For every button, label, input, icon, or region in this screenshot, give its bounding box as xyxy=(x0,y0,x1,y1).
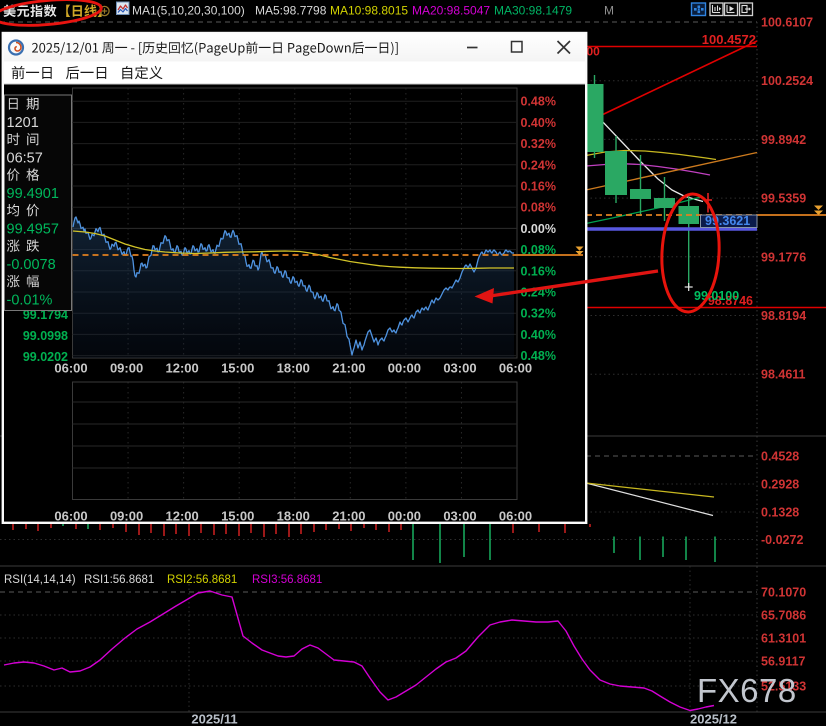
svg-text:15:00: 15:00 xyxy=(221,361,254,376)
svg-text:99.1776: 99.1776 xyxy=(761,250,806,264)
svg-text:99.1794: 99.1794 xyxy=(23,308,68,322)
svg-text:RSI(14,14,14): RSI(14,14,14) xyxy=(4,574,76,586)
svg-text:21:00: 21:00 xyxy=(332,509,365,524)
svg-text:12:00: 12:00 xyxy=(166,361,199,376)
svg-text:0.48%: 0.48% xyxy=(521,349,556,363)
svg-text:100.2524: 100.2524 xyxy=(761,74,813,88)
svg-text:2025/11: 2025/11 xyxy=(191,712,237,726)
svg-text:MA1(5,10,20,30,100): MA1(5,10,20,30,100) xyxy=(132,4,245,18)
svg-text:18:00: 18:00 xyxy=(277,361,310,376)
svg-text:0.08%: 0.08% xyxy=(521,201,556,215)
svg-text:-0.01%: -0.01% xyxy=(7,292,53,308)
svg-text:99.3621: 99.3621 xyxy=(705,214,750,228)
svg-text:0.32%: 0.32% xyxy=(521,307,556,321)
svg-text:0.16%: 0.16% xyxy=(521,180,556,194)
svg-text:RSI1:56.8681: RSI1:56.8681 xyxy=(84,574,154,586)
svg-text:12:00: 12:00 xyxy=(166,509,199,524)
svg-text:0.40%: 0.40% xyxy=(521,328,556,342)
svg-text:06:00: 06:00 xyxy=(54,509,87,524)
svg-text:61.3101: 61.3101 xyxy=(761,632,806,646)
svg-text:18:00: 18:00 xyxy=(277,509,310,524)
svg-text:0.1328: 0.1328 xyxy=(761,506,799,520)
svg-text:98.4611: 98.4611 xyxy=(761,368,806,382)
svg-text:M: M xyxy=(604,4,614,18)
svg-text:03:00: 03:00 xyxy=(443,509,476,524)
svg-text:09:00: 09:00 xyxy=(110,361,143,376)
svg-text:70.1070: 70.1070 xyxy=(761,586,806,600)
svg-text:100.4572: 100.4572 xyxy=(702,32,756,47)
svg-text:0.16%: 0.16% xyxy=(521,264,556,278)
svg-text:98.8746: 98.8746 xyxy=(708,294,753,308)
svg-text:99.4957: 99.4957 xyxy=(7,221,59,237)
svg-text:99.4901: 99.4901 xyxy=(7,186,59,202)
svg-text:56.9117: 56.9117 xyxy=(761,655,806,669)
svg-text:52.5133: 52.5133 xyxy=(761,680,806,694)
svg-text:RSI2:56.8681: RSI2:56.8681 xyxy=(167,574,237,586)
svg-text:0.08%: 0.08% xyxy=(521,243,556,257)
svg-text:98.8194: 98.8194 xyxy=(761,309,806,323)
svg-text:-0.0272: -0.0272 xyxy=(761,533,803,547)
svg-text:-0.0078: -0.0078 xyxy=(7,257,56,273)
svg-text:0.2928: 0.2928 xyxy=(761,478,799,492)
svg-text:0.00%: 0.00% xyxy=(521,222,556,236)
svg-text:0.48%: 0.48% xyxy=(521,95,556,109)
svg-text:MA30:98.1479: MA30:98.1479 xyxy=(494,4,572,18)
svg-text:MA10:98.8015: MA10:98.8015 xyxy=(330,4,408,18)
svg-text:15:00: 15:00 xyxy=(221,509,254,524)
svg-text:0.32%: 0.32% xyxy=(521,137,556,151)
svg-text:06:00: 06:00 xyxy=(499,361,532,376)
svg-text:99.8942: 99.8942 xyxy=(761,133,806,147)
svg-text:06:57: 06:57 xyxy=(7,150,43,166)
svg-text:06:00: 06:00 xyxy=(54,361,87,376)
svg-text:99.0202: 99.0202 xyxy=(23,350,68,364)
svg-text:0.4528: 0.4528 xyxy=(761,450,799,464)
svg-text:00:00: 00:00 xyxy=(388,509,421,524)
svg-text:2025/12: 2025/12 xyxy=(690,712,737,726)
svg-text:06:00: 06:00 xyxy=(499,509,532,524)
svg-text:0.40%: 0.40% xyxy=(521,116,556,130)
svg-text:03:00: 03:00 xyxy=(443,361,476,376)
svg-text:99.0998: 99.0998 xyxy=(23,329,68,343)
svg-text:99.5359: 99.5359 xyxy=(761,192,806,206)
svg-text:99.0100: 99.0100 xyxy=(694,289,739,303)
svg-text:FX678: FX678 xyxy=(697,672,797,709)
svg-text:MA5:98.7798: MA5:98.7798 xyxy=(255,4,327,18)
svg-text:09:00: 09:00 xyxy=(110,509,143,524)
svg-text:65.7086: 65.7086 xyxy=(761,609,806,623)
svg-text:1201: 1201 xyxy=(7,115,39,131)
svg-text:MA20:98.5047: MA20:98.5047 xyxy=(412,4,490,18)
svg-text:RSI3:56.8681: RSI3:56.8681 xyxy=(252,574,322,586)
svg-text:21:00: 21:00 xyxy=(332,361,365,376)
svg-text:00: 00 xyxy=(587,45,601,59)
svg-text:00:00: 00:00 xyxy=(388,361,421,376)
svg-text:100.6107: 100.6107 xyxy=(761,16,813,30)
svg-text:0.24%: 0.24% xyxy=(521,158,556,172)
